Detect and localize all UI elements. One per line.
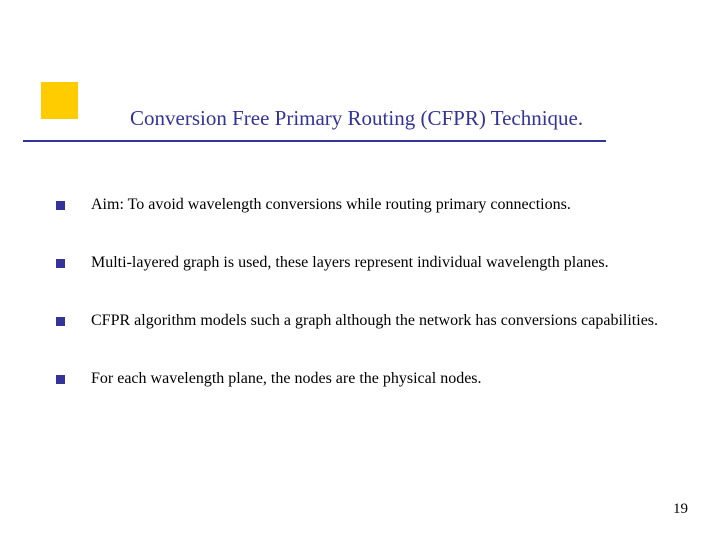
bullet-marker-icon	[56, 259, 65, 268]
slide: { "layout": { "width": 720, "height": 54…	[0, 0, 720, 540]
list-item: CFPR algorithm models such a graph altho…	[56, 311, 676, 331]
list-item: Multi-layered graph is used, these layer…	[56, 253, 676, 273]
bullet-text: CFPR algorithm models such a graph altho…	[91, 311, 658, 331]
bullet-marker-icon	[56, 375, 65, 384]
bullet-list: Aim: To avoid wavelength conversions whi…	[56, 195, 676, 389]
bullet-text: For each wavelength plane, the nodes are…	[91, 369, 482, 389]
page-number: 19	[673, 501, 688, 518]
bullet-marker-icon	[56, 201, 65, 210]
title-underline	[23, 140, 606, 142]
bullet-marker-icon	[56, 317, 65, 326]
slide-title: Conversion Free Primary Routing (CFPR) T…	[130, 106, 583, 131]
bullet-text: Aim: To avoid wavelength conversions whi…	[91, 195, 571, 215]
list-item: Aim: To avoid wavelength conversions whi…	[56, 195, 676, 215]
bullet-text: Multi-layered graph is used, these layer…	[91, 253, 609, 273]
list-item: For each wavelength plane, the nodes are…	[56, 369, 676, 389]
accent-square	[41, 82, 78, 119]
